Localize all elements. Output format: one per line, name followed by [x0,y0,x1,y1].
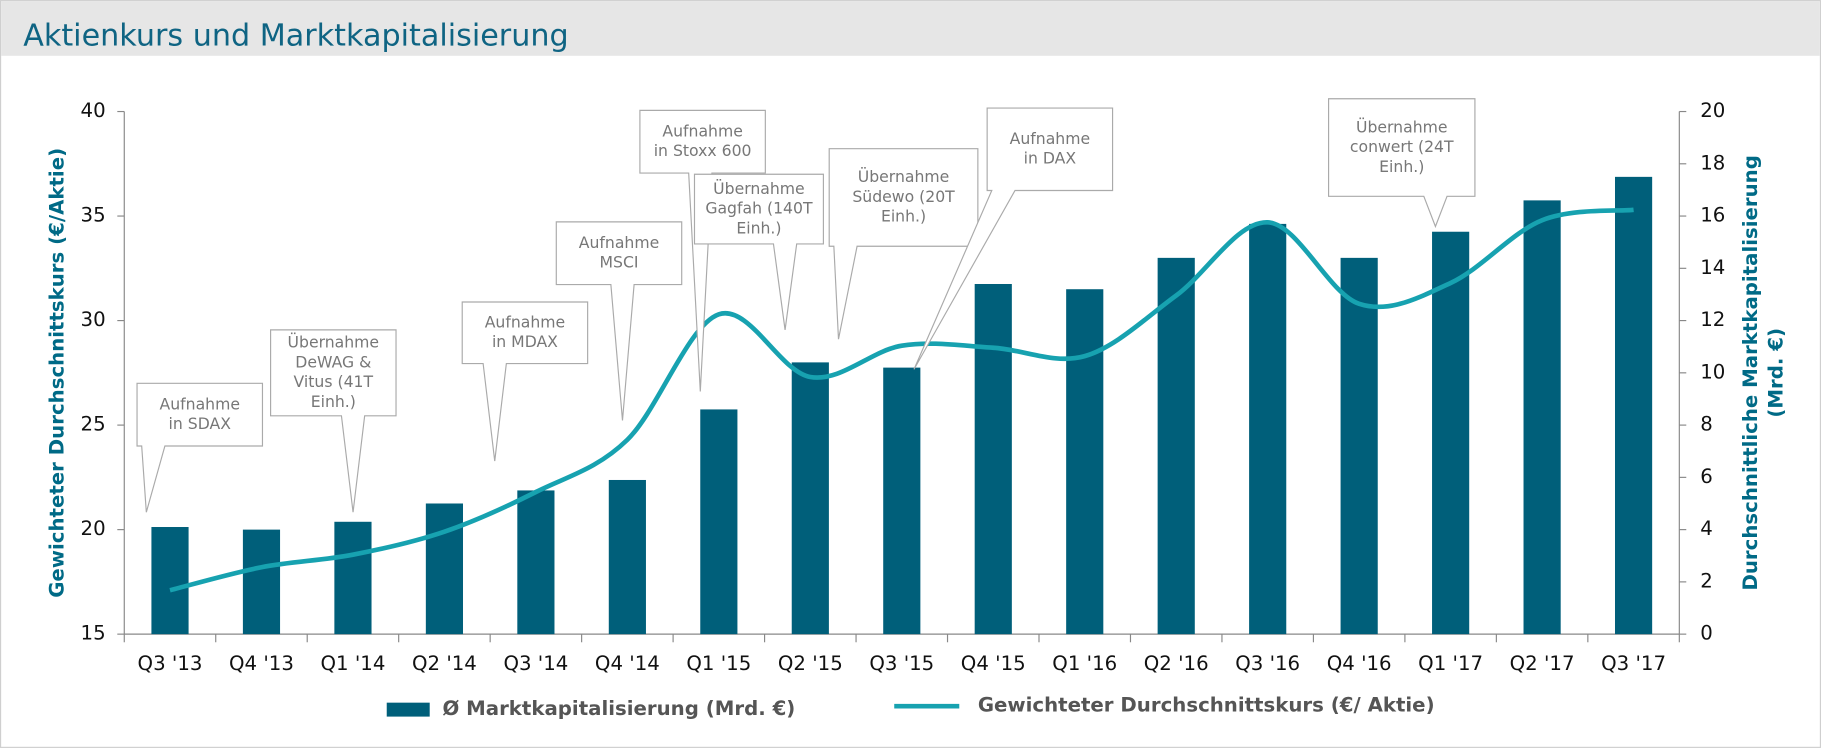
callout [555,221,683,421]
legend-label: Gewichteter Durchschnittskurs (€/ Aktie) [978,694,1435,717]
x-tick-label: Q3 '16 [1235,652,1300,675]
bar [1614,176,1653,635]
callout-text: conwert (24T [1350,137,1454,156]
bar [1432,231,1470,635]
callout-text: Übernahme [713,179,805,198]
callout-text: Übernahme [288,333,380,352]
y2-tick-label: 0 [1700,622,1713,645]
y2-tick-label: 2 [1700,569,1713,592]
y-tick-label: 15 [81,622,106,645]
y2-axis-title: (Mrd. €) [1764,328,1787,418]
x-tick-label: Q2 '14 [412,652,477,675]
bar [1157,257,1195,635]
callout [136,382,264,513]
bar [700,409,738,635]
callout-text: Aufnahme [662,121,742,140]
bar [517,490,555,635]
bar [1066,289,1104,635]
x-tick-label: Q2 '15 [778,652,843,675]
bar [791,362,829,635]
line [169,207,1634,593]
callout-text: Vitus (41T [294,372,374,391]
callout-text: Übernahme [858,167,950,186]
x-tick-label: Q1 '14 [320,652,385,675]
y-tick-label: 30 [81,308,106,331]
callout [270,329,397,513]
callout-text: Aufnahme [579,233,659,252]
callout-text: in DAX [1024,149,1077,168]
callout [913,107,1114,370]
bar [425,503,464,635]
x-tick-label: Q4 '13 [229,652,294,675]
callout-text: MSCI [600,253,639,272]
callout-text: Einh.) [881,207,926,226]
y-tick-label: 25 [81,413,106,436]
callout [461,301,589,462]
callout-text: Einh.) [311,392,356,411]
y-tick-label: 40 [81,99,106,122]
callout-text: Aufnahme [160,394,240,413]
y2-tick-label: 12 [1700,308,1725,331]
x-tick-label: Q1 '15 [686,652,751,675]
x-tick-label: Q3 '17 [1601,652,1666,675]
y2-tick-label: 20 [1700,99,1725,122]
callout-text: Gagfah (140T [705,199,813,218]
callout-text: in Stoxx 600 [654,141,752,160]
y2-tick-label: 16 [1700,204,1725,227]
bar [1340,257,1378,635]
y2-tick-label: 18 [1700,151,1725,174]
callout-text: in MDAX [492,332,558,351]
x-tick-label: Q3 '14 [503,652,568,675]
callout [639,109,766,392]
bar [1249,223,1287,635]
bar [151,527,189,635]
callout-text: Übernahme [1356,117,1448,136]
x-tick-label: Q4 '15 [961,652,1026,675]
x-tick-label: Q2 '17 [1510,652,1575,675]
x-tick-label: Q3 '13 [138,652,203,675]
y2-tick-label: 14 [1700,256,1725,279]
x-tick-label: Q3 '15 [869,652,934,675]
y-tick-label: 35 [81,204,106,227]
callout-text: DeWAG & [295,352,371,371]
bar [608,479,646,635]
legend-swatch [386,702,430,717]
y-axis-title: Gewichteter Durchschnittskurs (€/Aktie) [46,148,69,598]
bar [1523,200,1561,635]
bar [334,521,372,635]
callout-text: in SDAX [169,414,232,433]
callout [1328,98,1476,229]
bar [242,529,281,635]
x-tick-label: Q4 '16 [1327,652,1392,675]
legend-label: Ø Marktkapitalisierung (Mrd. €) [442,697,795,720]
callout [828,148,979,340]
y-tick-label: 20 [81,517,106,540]
y2-tick-label: 6 [1700,465,1713,488]
x-tick-label: Q1 '17 [1418,652,1483,675]
y2-tick-label: 10 [1700,360,1725,383]
callout-text: Einh.) [1379,157,1424,176]
bar [974,283,1012,635]
chart-title: Aktienkurs und Marktkapitalisierung [23,19,568,54]
callout [693,173,824,330]
x-tick-label: Q4 '14 [595,652,660,675]
y2-tick-label: 4 [1700,517,1713,540]
x-tick-label: Q1 '16 [1052,652,1117,675]
x-tick-label: Q2 '16 [1144,652,1209,675]
callout-text: Südewo (20T [852,187,955,206]
y2-axis-title: Durchschnittliche Marktkapitalisierung [1739,155,1762,590]
bar [883,367,921,635]
callout-text: Aufnahme [1010,129,1090,148]
y2-tick-label: 8 [1700,413,1713,436]
header-bar [1,1,1820,56]
callout-text: Einh.) [736,218,781,237]
callout-text: Aufnahme [485,312,565,331]
